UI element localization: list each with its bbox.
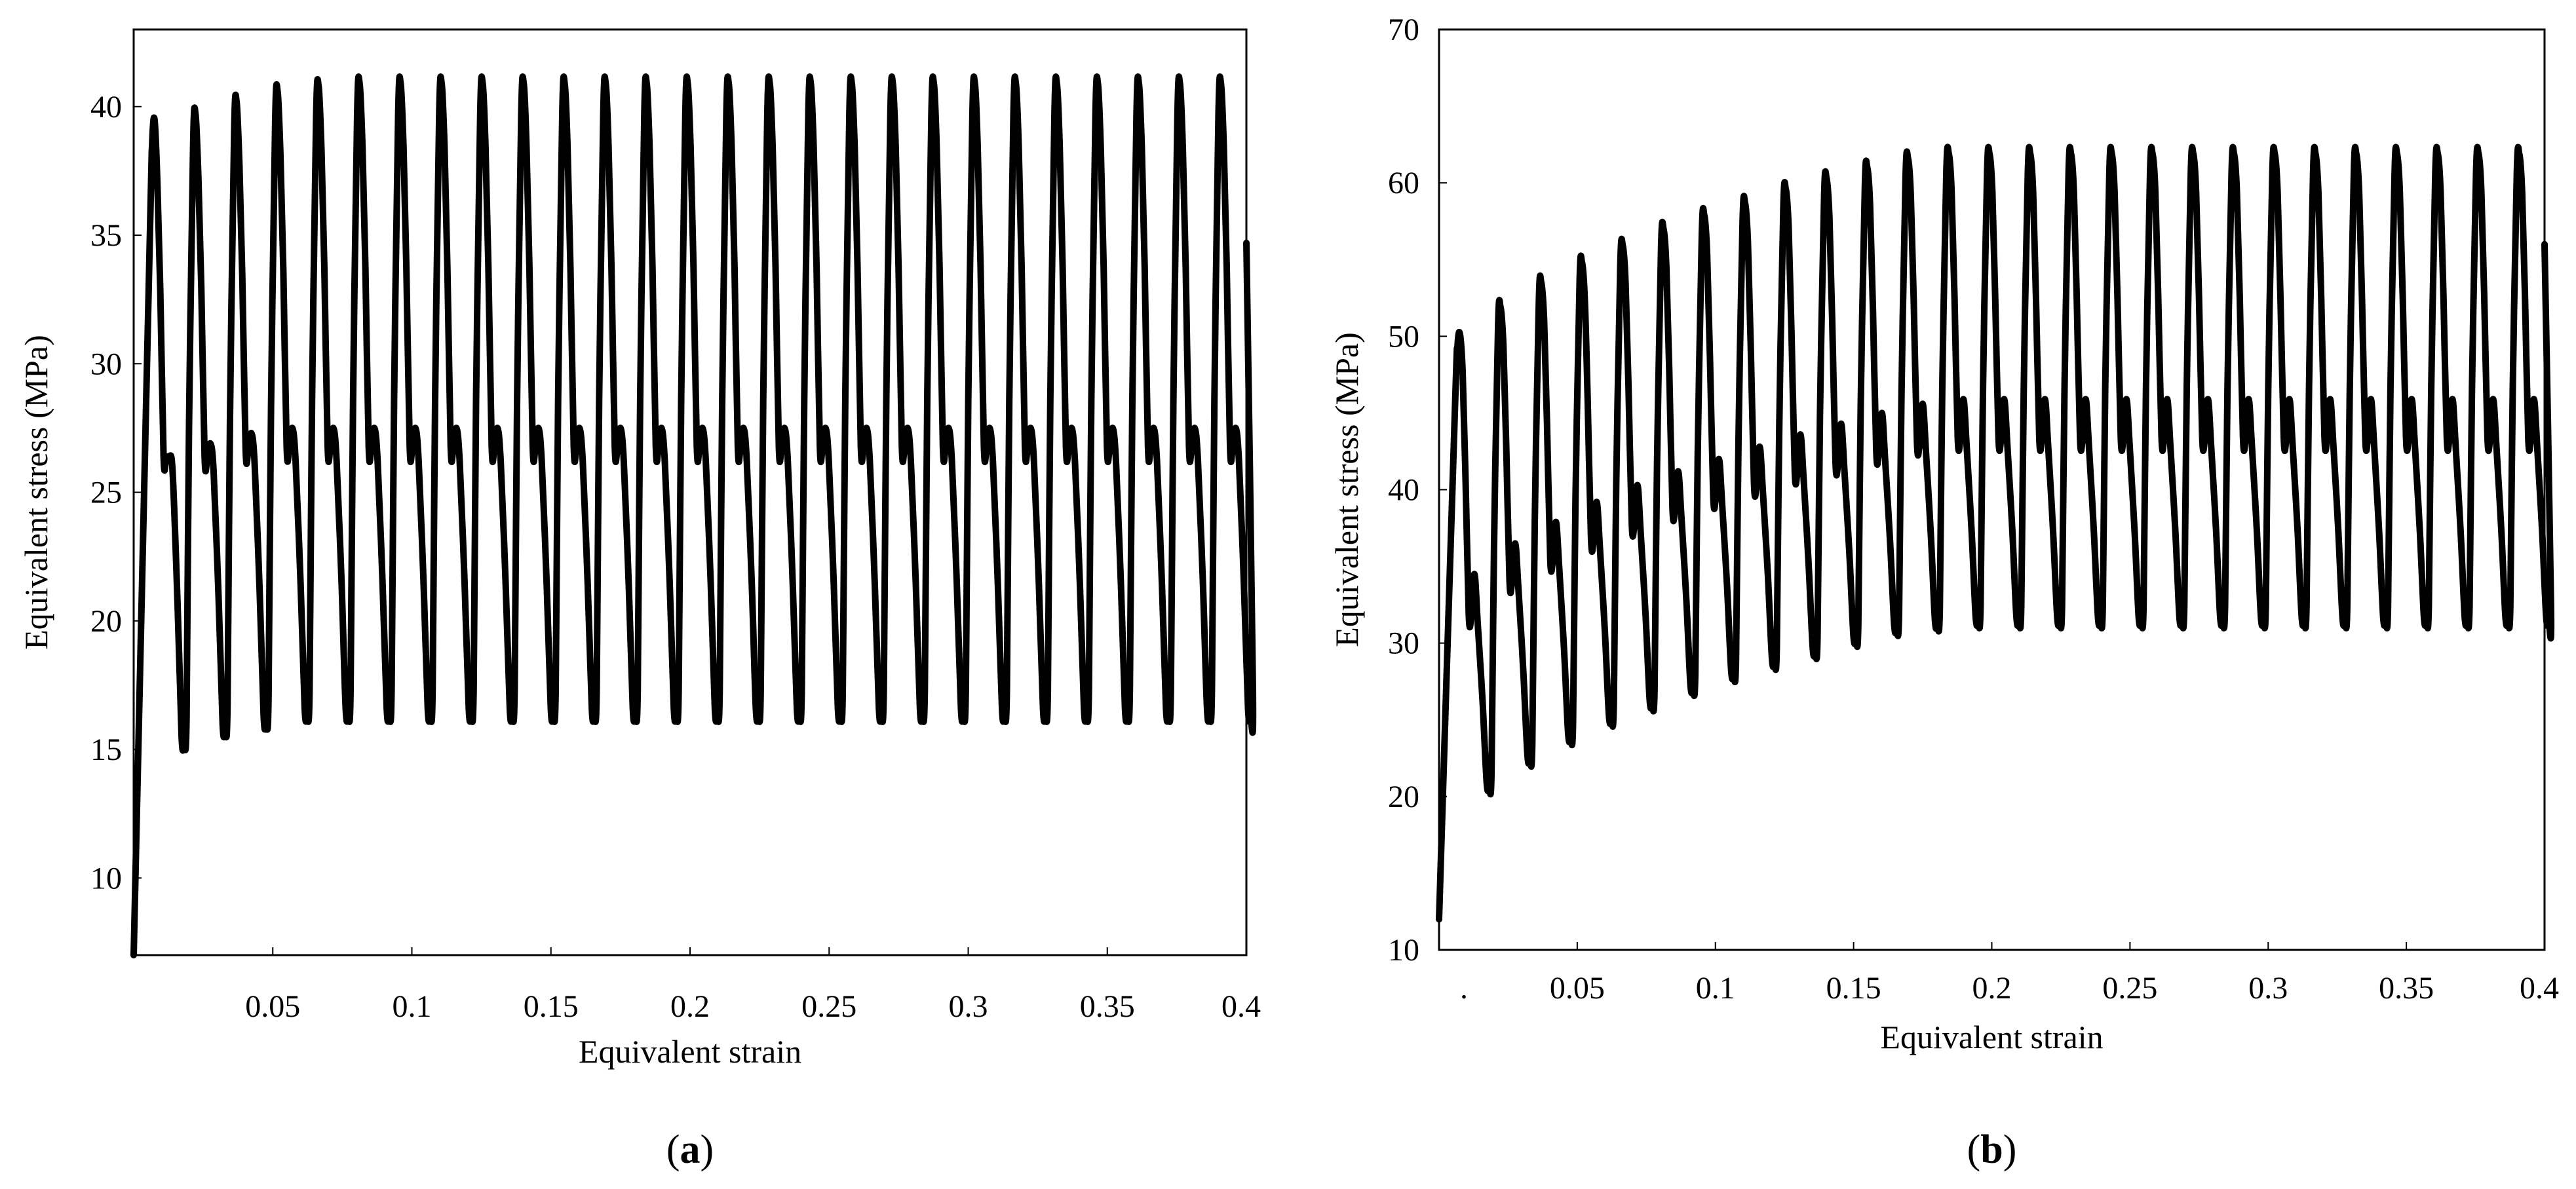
- y-tick-label-a: 40: [90, 90, 122, 124]
- stress-strain-curve-a: [130, 73, 1257, 958]
- y-tick-label-b: 70: [1388, 12, 1419, 47]
- stress-strain-curve-b: [1436, 143, 2555, 923]
- y-tick-label-b: 40: [1388, 473, 1419, 508]
- x-tick-label-b: 0.05: [1550, 971, 1605, 1006]
- x-tick-label-a: 0.05: [245, 989, 300, 1024]
- x-tick-label-b: .: [1460, 971, 1468, 1006]
- x-tick-label-a: 0.35: [1080, 989, 1135, 1024]
- x-axis-ticks-b: . 0.05 0.1 0.15 0.2 0.25 0.3 0.35 0.4: [1438, 942, 2559, 1006]
- y-tick-label-b: 30: [1388, 626, 1419, 661]
- x-tick-label-a: 0.25: [801, 989, 856, 1024]
- x-tick-label-b: 0.1: [1696, 971, 1735, 1006]
- x-tick-label-a: 0.1: [393, 989, 432, 1024]
- x-tick-label-b: 0.3: [2248, 971, 2288, 1006]
- x-axis-label-b: Equivalent strain: [1880, 1019, 2103, 1055]
- panel-b: 10 20 30 40 50 60 70 . 0.05 0.1 0.15 0.2 0.25 0.3 0.3…: [1328, 12, 2559, 1172]
- x-axis-label-a: Equivalent strain: [579, 1033, 801, 1070]
- y-axis-ticks-a: 10 15 20 25 30 35 40: [90, 90, 142, 896]
- y-tick-label-b: 50: [1388, 319, 1419, 354]
- panel-letter-b: b: [1980, 1127, 2003, 1172]
- panel-letter-a: a: [680, 1127, 701, 1172]
- x-tick-label-a: 0.3: [949, 989, 988, 1024]
- x-tick-label-a: 0.15: [524, 989, 579, 1024]
- x-tick-label-a: 0.2: [670, 989, 710, 1024]
- panel-label-a: (a): [666, 1127, 714, 1172]
- y-tick-label-a: 30: [90, 347, 122, 381]
- x-tick-label-b: 0.4: [2520, 971, 2559, 1006]
- y-tick-label-a: 20: [90, 604, 122, 639]
- panel-label-b: (b): [1967, 1127, 2017, 1172]
- y-tick-label-a: 15: [90, 732, 122, 767]
- x-tick-label-b: 0.25: [2102, 971, 2157, 1006]
- y-tick-label-b: 10: [1388, 933, 1419, 968]
- y-tick-label-a: 25: [90, 476, 122, 510]
- x-tick-label-b: 0.2: [1972, 971, 2012, 1006]
- y-axis-label-b: Equivalent stress (MPa): [1328, 332, 1365, 647]
- x-tick-label-b: 0.35: [2379, 971, 2434, 1006]
- x-tick-label-b: 0.15: [1826, 971, 1881, 1006]
- x-tick-label-a: 0.4: [1221, 989, 1261, 1024]
- y-tick-label-b: 20: [1388, 780, 1419, 814]
- y-axis-label-a: Equivalent stress (MPa): [18, 335, 54, 649]
- x-axis-ticks-a: 0.05 0.1 0.15 0.2 0.25 0.3 0.35 0.4: [245, 947, 1261, 1024]
- y-axis-ticks-b: 10 20 30 40 50 60 70: [1388, 12, 1447, 968]
- panel-a: 10 15 20 25 30 35 40 0.05 0.1 0.15 0.2 0.25 0.3 0.35…: [18, 28, 1261, 1172]
- y-tick-label-b: 60: [1388, 166, 1419, 200]
- y-tick-label-a: 35: [90, 218, 122, 253]
- y-tick-label-a: 10: [90, 861, 122, 896]
